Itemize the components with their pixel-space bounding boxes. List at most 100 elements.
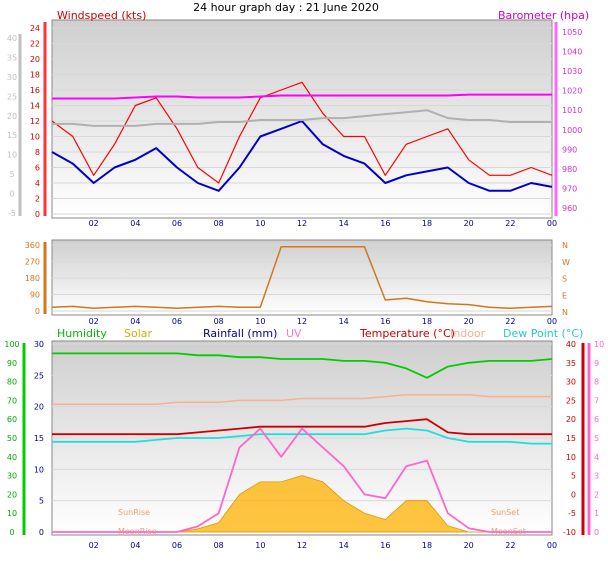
barometer-tick-label: 1010 bbox=[562, 106, 582, 115]
wind-outer-tick-label: 15 bbox=[7, 131, 17, 140]
direction-x-tick-label: 22 bbox=[505, 317, 515, 326]
wind-x-tick-label: 08 bbox=[214, 219, 224, 228]
gust-series-line bbox=[51, 81, 553, 184]
humidity-tick-label: 50 bbox=[7, 434, 17, 443]
windspeed-tick-label: 12 bbox=[30, 117, 40, 126]
compass-tick-label: N bbox=[562, 308, 568, 317]
wind-outer-tick-label: 40 bbox=[7, 34, 17, 43]
rainfall-tick-label: 5 bbox=[39, 497, 44, 506]
direction-x-tick-label: 02 bbox=[89, 317, 99, 326]
climate-x-tick-label: 02 bbox=[89, 541, 99, 550]
humidity-tick-label: 20 bbox=[7, 490, 17, 499]
wind-x-tick-label: 02 bbox=[89, 219, 99, 228]
barometer-tick-label: 1030 bbox=[562, 67, 582, 76]
barometer-tick-label: 1040 bbox=[562, 47, 582, 56]
humidity-series-line bbox=[52, 352, 553, 379]
compass-tick-label: W bbox=[562, 258, 570, 267]
temperature-tick-label: 35 bbox=[566, 359, 576, 368]
direction-tick-label: 180 bbox=[25, 274, 40, 283]
humidity-tick-label: 10 bbox=[7, 509, 17, 518]
wind-x-tick-label: 04 bbox=[130, 219, 140, 228]
compass-tick-label: N bbox=[562, 241, 568, 250]
uv-tick-label: 0 bbox=[594, 528, 599, 537]
humidity-tick-label: 30 bbox=[7, 472, 17, 481]
direction-x-tick-label: 06 bbox=[172, 317, 182, 326]
uv-tick-label: 2 bbox=[594, 490, 599, 499]
rainfall-tick-label: 20 bbox=[34, 403, 44, 412]
climate-x-tick-label: 16 bbox=[380, 541, 390, 550]
wind-outer-tick-label: 30 bbox=[7, 73, 17, 82]
uv-tick-label: 10 bbox=[594, 340, 604, 349]
temperature-tick-label: -5 bbox=[568, 509, 576, 518]
direction-x-tick-label: 00 bbox=[547, 317, 557, 326]
legend-humidity: Humidity bbox=[57, 327, 107, 340]
humidity-tick-label: 70 bbox=[7, 396, 17, 405]
humidity-tick-label: 60 bbox=[7, 415, 17, 424]
rainfall-tick-label: 10 bbox=[34, 465, 44, 474]
compass-tick-label: S bbox=[562, 275, 567, 284]
humidity-tick-label: 90 bbox=[7, 359, 17, 368]
barometer-tick-label: 960 bbox=[562, 204, 577, 213]
windspeed-tick-label: 10 bbox=[30, 133, 40, 142]
uv-tick-label: 6 bbox=[594, 415, 599, 424]
climate-x-tick-label: 00 bbox=[547, 541, 557, 550]
direction-x-tick-label: 08 bbox=[214, 317, 224, 326]
uv-tick-label: 9 bbox=[594, 359, 599, 368]
climate-x-tick-label: 12 bbox=[297, 541, 307, 550]
temperature-tick-label: 25 bbox=[566, 396, 576, 405]
wind-x-tick-label: 18 bbox=[422, 219, 432, 228]
wind-x-tick-label: 10 bbox=[255, 219, 265, 228]
barometer-tick-label: 1020 bbox=[562, 87, 582, 96]
temperature-tick-label: 0 bbox=[571, 490, 576, 499]
wind-outer-tick-label: 10 bbox=[7, 151, 17, 160]
indoor-series-line bbox=[52, 394, 552, 405]
wind-x-tick-label: 14 bbox=[339, 219, 349, 228]
humidity-tick-label: 80 bbox=[7, 378, 17, 387]
direction-tick-label: 360 bbox=[25, 241, 40, 250]
climate-x-tick-label: 14 bbox=[339, 541, 349, 550]
annotation-sunrise: SunRise bbox=[118, 508, 150, 517]
windspeed-tick-label: 8 bbox=[35, 148, 40, 157]
legend-dewpoint: Dew Point (°C) bbox=[503, 327, 583, 340]
barometer-label: Barometer (hpa) bbox=[498, 9, 589, 22]
climate-x-tick-label: 08 bbox=[214, 541, 224, 550]
uv-tick-label: 4 bbox=[594, 453, 599, 462]
climate-x-tick-label: 20 bbox=[464, 541, 474, 550]
rainfall-tick-label: 25 bbox=[34, 371, 44, 380]
legend-uv: UV bbox=[286, 327, 302, 340]
windspeed-tick-label: 14 bbox=[30, 102, 40, 111]
humidity-tick-label: 0 bbox=[9, 528, 14, 537]
temperature-tick-label: -10 bbox=[563, 528, 576, 537]
wind-outer-tick-label: 35 bbox=[7, 53, 17, 62]
direction-x-tick-label: 12 bbox=[297, 317, 307, 326]
uv-series-line bbox=[52, 427, 552, 533]
uv-tick-label: 3 bbox=[594, 472, 599, 481]
windspeed-tick-label: 0 bbox=[35, 210, 40, 219]
legend-rainfall: Rainfall (mm) bbox=[203, 327, 277, 340]
legend-indoor: Indoor bbox=[450, 327, 486, 340]
climate-x-tick-label: 10 bbox=[255, 541, 265, 550]
uv-tick-label: 8 bbox=[594, 378, 599, 387]
chart-title: 24 hour graph day : 21 June 2020 bbox=[193, 1, 379, 14]
temperature-tick-label: 10 bbox=[566, 453, 576, 462]
temperature-tick-label: 40 bbox=[566, 340, 576, 349]
temperature-tick-label: 15 bbox=[566, 434, 576, 443]
direction-x-tick-label: 10 bbox=[255, 317, 265, 326]
wind-x-tick-label: 00 bbox=[547, 219, 557, 228]
wind-x-tick-label: 06 bbox=[172, 219, 182, 228]
barometer-tick-label: 980 bbox=[562, 165, 577, 174]
windspeed-tick-label: 6 bbox=[35, 164, 40, 173]
wind-outer-tick-label: 0 bbox=[9, 190, 14, 199]
uv-tick-label: 1 bbox=[594, 509, 599, 518]
wind-x-tick-label: 22 bbox=[505, 219, 515, 228]
barometer-tick-label: 970 bbox=[562, 185, 577, 194]
wind-x-tick-label: 20 bbox=[464, 219, 474, 228]
temperature-tick-label: 20 bbox=[566, 415, 576, 424]
direction-x-tick-label: 20 bbox=[464, 317, 474, 326]
windspeed-tick-label: 20 bbox=[30, 55, 40, 64]
annotation-sunset: SunSet bbox=[491, 508, 519, 517]
direction-tick-label: 270 bbox=[25, 258, 40, 267]
direction-x-tick-label: 04 bbox=[130, 317, 140, 326]
windspeed-tick-label: 24 bbox=[30, 24, 40, 33]
